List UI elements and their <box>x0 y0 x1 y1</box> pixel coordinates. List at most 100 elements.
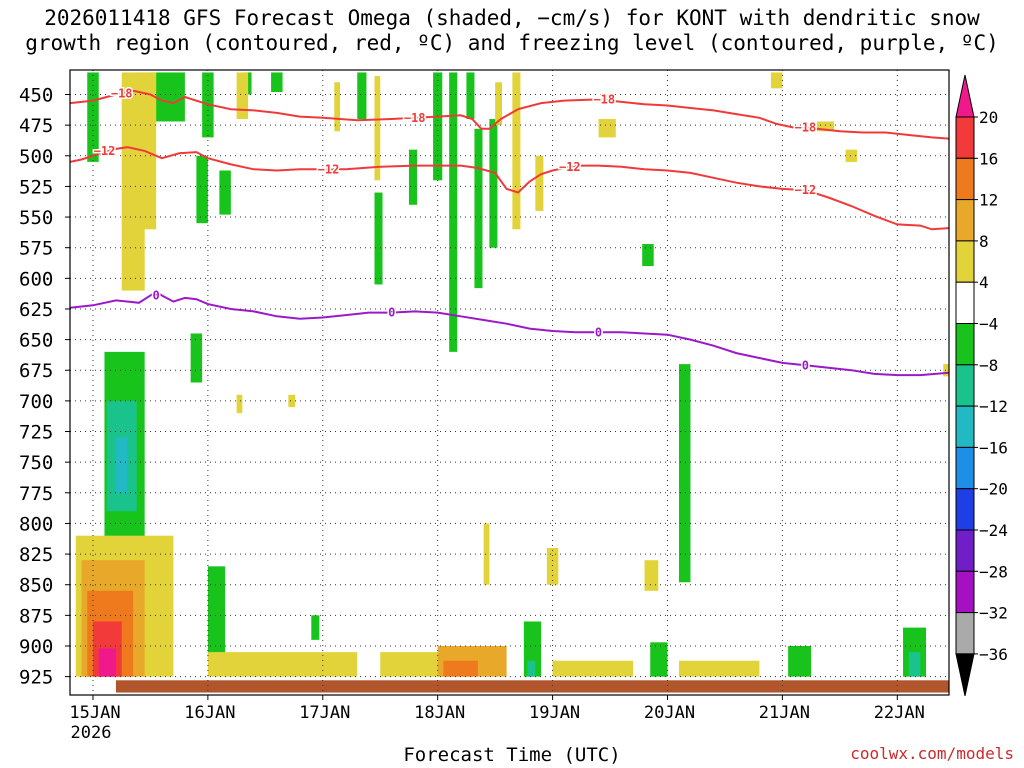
colorbar-swatch <box>955 240 975 283</box>
colorbar-label: −12 <box>979 397 1008 416</box>
contour-label: 0 <box>153 288 160 302</box>
colorbar: 20 16 12 8 4 −4 −8 −12 −16 −20 −24 −28 −32 −36 <box>955 74 1008 697</box>
omega-region-46 <box>236 394 243 414</box>
y-tick-label: 625 <box>19 299 53 321</box>
omega-region-41 <box>644 560 659 591</box>
colorbar-top-arrow <box>955 74 975 118</box>
y-tick-label: 775 <box>19 483 53 505</box>
colorbar-swatch <box>955 116 975 159</box>
omega-region-25 <box>650 642 668 677</box>
x-tick-label: 21JAN <box>759 703 810 723</box>
omega-region-16 <box>678 364 691 583</box>
colorbar-swatch <box>955 405 975 448</box>
contour-label: −12 <box>795 183 817 197</box>
x-tick-label: 15JAN <box>69 703 120 723</box>
omega-region-6 <box>271 72 283 93</box>
omega-region-44 <box>943 364 949 377</box>
omega-region-15 <box>642 244 654 267</box>
colorbar-label: 16 <box>979 149 998 168</box>
colorbar-swatch <box>955 199 975 242</box>
colorbar-label: 12 <box>979 191 998 210</box>
x-tick-label: 20JAN <box>644 703 695 723</box>
colorbar-label: 8 <box>979 232 989 251</box>
omega-region-20 <box>190 333 203 383</box>
contour-line-1 <box>70 146 949 231</box>
y-tick-label: 800 <box>19 513 53 535</box>
omega-region-8 <box>374 192 383 285</box>
contour-label: −18 <box>404 111 426 125</box>
colorbar-swatch <box>955 281 975 325</box>
colorbar-label: −24 <box>979 521 1008 540</box>
surface-band <box>115 680 949 693</box>
contour-label: −18 <box>593 92 615 106</box>
omega-region-10 <box>433 72 443 181</box>
omega-region-11 <box>449 72 458 352</box>
colorbar-swatch <box>955 364 975 407</box>
x-tick-label: 18JAN <box>414 703 465 723</box>
y-tick-label: 600 <box>19 268 53 290</box>
colorbar-swatch <box>955 529 975 572</box>
contour-label: 0 <box>802 358 809 372</box>
omega-region-43 <box>546 547 559 585</box>
y-tick-label: 475 <box>19 115 53 137</box>
omega-region-7 <box>357 72 367 120</box>
y-tick-label: 825 <box>19 544 53 566</box>
y-tick-label: 850 <box>19 575 53 597</box>
y-tick-label: 925 <box>19 667 53 689</box>
omega-region-12 <box>466 72 475 120</box>
contour-line-2 <box>70 290 949 377</box>
omega-region-31 <box>236 72 249 120</box>
omega-region-55 <box>443 660 478 677</box>
omega-region-19 <box>115 437 128 493</box>
omega-region-33 <box>374 76 381 181</box>
omega-shading <box>75 72 949 693</box>
omega-region-30 <box>138 72 157 230</box>
x-tick-label: 19JAN <box>529 703 580 723</box>
contour-label: −12 <box>318 162 340 176</box>
y-tick-label: 550 <box>19 207 53 229</box>
x-tick-sublabel: 2026 <box>71 723 112 743</box>
x-tick-label: 22JAN <box>874 703 925 723</box>
contour-label: −18 <box>795 121 817 135</box>
contour-labels: −18 −18 −18 −18 −12 −12 −12 −12 0 0 0 0 <box>92 85 818 374</box>
omega-region-0 <box>87 72 99 162</box>
omega-region-22 <box>311 615 320 640</box>
y-tick-label: 575 <box>19 238 53 260</box>
omega-region-37 <box>598 119 616 138</box>
colorbar-label: −8 <box>979 356 998 375</box>
y-tick-label: 750 <box>19 452 53 474</box>
x-tick-label: 16JAN <box>184 703 235 723</box>
colorbar-label: −28 <box>979 562 1008 581</box>
omega-region-14 <box>489 119 498 248</box>
y-tick-label: 650 <box>19 330 53 352</box>
omega-region-40 <box>816 121 835 132</box>
omega-region-39 <box>845 149 858 162</box>
y-tick-label: 450 <box>19 85 53 107</box>
colorbar-label: 20 <box>979 108 998 127</box>
y-tick-label: 525 <box>19 176 53 198</box>
omega-region-4 <box>219 170 231 215</box>
plot-frame <box>69 69 950 696</box>
y-tick-label: 675 <box>19 360 53 382</box>
contour-label: −18 <box>111 86 133 100</box>
colorbar-swatch <box>955 157 975 201</box>
title-line-2: growth region (contoured, red, ºC) and f… <box>25 31 999 55</box>
colorbar-bottom-arrow <box>955 653 975 697</box>
omega-region-3 <box>196 155 208 224</box>
omega-region-34 <box>512 72 521 230</box>
y-tick-label: 900 <box>19 636 53 658</box>
title-line-1: 2026011418 GFS Forecast Omega (shaded, −… <box>44 6 980 30</box>
omega-region-51 <box>98 648 116 677</box>
colorbar-swatch <box>955 612 975 655</box>
x-axis-title: Forecast Time (UTC) <box>403 744 621 766</box>
omega-region-36 <box>535 155 544 211</box>
contour-label: 0 <box>388 306 395 320</box>
colorbar-swatch <box>955 570 975 614</box>
colorbar-swatch <box>955 446 975 490</box>
omega-region-38 <box>770 72 783 89</box>
colorbar-label: −36 <box>979 645 1008 664</box>
omega-region-56 <box>552 660 634 677</box>
y-axis: 450 475 500 525 550 575 600 625 650 675 700 725 750 7… <box>19 85 70 689</box>
omega-region-13 <box>474 128 483 289</box>
